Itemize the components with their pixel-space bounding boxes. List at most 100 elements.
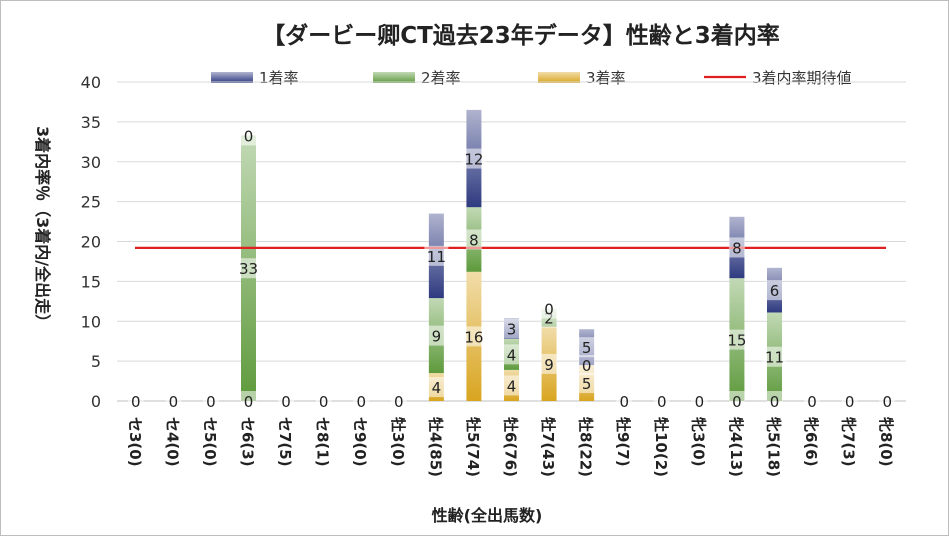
data-label-bg <box>315 391 332 411</box>
legend-label: 3着率 <box>586 69 626 87</box>
x-tick-label: セ3(0) <box>126 417 144 467</box>
data-label-bg <box>724 329 749 350</box>
x-tick-label: 牡9(7) <box>614 417 632 467</box>
data-label: 0 <box>206 393 216 411</box>
data-label-bg <box>240 391 257 411</box>
data-label: 0 <box>356 393 366 411</box>
data-label-bg <box>390 391 407 411</box>
data-label: 0 <box>582 357 592 375</box>
y-tick-label: 40 <box>81 73 101 92</box>
data-label: 33 <box>239 260 258 278</box>
data-label: 12 <box>464 151 483 169</box>
data-label: 0 <box>319 393 329 411</box>
data-label: 0 <box>807 393 817 411</box>
data-label: 15 <box>727 332 746 350</box>
y-tick-label: 10 <box>81 312 101 331</box>
data-label-bg <box>202 391 219 411</box>
data-label: 0 <box>394 393 404 411</box>
data-label: 4 <box>432 379 442 397</box>
data-label-bg <box>503 375 520 396</box>
data-label: 0 <box>244 127 254 145</box>
data-label: 0 <box>619 393 629 411</box>
data-label: 0 <box>732 393 742 411</box>
data-label: 4 <box>507 377 517 395</box>
x-tick-label: 牝3(0) <box>689 417 707 467</box>
x-axis-label: 性齢(全出馬数) <box>432 506 543 525</box>
data-label-bg <box>879 391 896 411</box>
data-label: 4 <box>507 346 517 364</box>
data-label-bg <box>841 391 858 411</box>
x-tick-label: 牝7(3) <box>840 417 858 467</box>
data-label-bg <box>804 391 821 411</box>
x-tick-label: 牡5(74) <box>464 417 482 477</box>
data-label-bg <box>691 391 708 411</box>
data-label: 0 <box>244 393 254 411</box>
x-tick-label: 牝4(13) <box>727 417 745 477</box>
data-label-bg <box>428 377 445 398</box>
data-label: 0 <box>657 393 667 411</box>
data-label: 0 <box>882 393 892 411</box>
x-tick-label: 牡6(76) <box>502 417 520 477</box>
data-label-bg <box>165 391 182 411</box>
data-label-bg <box>428 325 445 346</box>
data-label-bg <box>541 353 558 374</box>
x-tick-label: セ8(1) <box>314 417 332 467</box>
y-axis-ticks: 0 5 10 15 20 25 30 35 40 <box>81 73 101 411</box>
data-label: 11 <box>427 248 446 266</box>
data-label: 9 <box>544 356 554 374</box>
data-label-bg <box>461 148 486 169</box>
data-label-bg <box>578 337 595 358</box>
data-label-bg <box>541 298 558 319</box>
x-tick-label: 牝8(0) <box>877 417 895 467</box>
x-tick-label: 牝5(18) <box>765 417 783 477</box>
y-tick-label: 15 <box>81 272 101 291</box>
y-tick-label: 20 <box>81 233 101 252</box>
x-tick-label: セ6(3) <box>239 417 257 467</box>
x-tick-label: 牡8(22) <box>577 417 595 477</box>
legend-label: 3着内率期待値 <box>752 69 852 87</box>
data-label-bg <box>236 258 261 279</box>
x-tick-label: セ5(0) <box>201 417 219 467</box>
legend-swatch <box>538 72 580 83</box>
x-tick-label: 牝6(6) <box>802 417 820 467</box>
y-tick-label: 35 <box>81 113 101 132</box>
data-label: 9 <box>432 328 442 346</box>
data-label-bg <box>353 391 370 411</box>
data-label-bg <box>240 125 257 146</box>
data-label-bg <box>762 346 787 367</box>
data-label: 0 <box>770 393 780 411</box>
x-axis-ticks: セ3(0) セ4(0) セ5(0) セ6(3) セ7(5) セ8(1) セ9(0) 牡3(0)… <box>126 417 895 477</box>
legend-label: 2着率 <box>421 69 461 87</box>
data-label-bg <box>766 391 783 411</box>
data-label: 5 <box>582 375 592 393</box>
data-label: 5 <box>582 339 592 357</box>
x-tick-label: 牡7(43) <box>539 417 557 477</box>
data-label-bg <box>424 245 449 266</box>
y-tick-label: 0 <box>91 392 101 411</box>
x-tick-label: 牡4(85) <box>426 417 444 477</box>
data-label-bg <box>461 326 486 347</box>
data-label-bg <box>766 280 783 301</box>
data-label-bg <box>653 391 670 411</box>
data-label: 11 <box>765 349 784 367</box>
y-tick-label: 30 <box>81 153 101 172</box>
data-label-bg <box>503 344 520 365</box>
x-tick-label: セ9(0) <box>351 417 369 467</box>
data-label-bg <box>578 355 595 376</box>
data-label-bg <box>728 237 745 258</box>
data-label: 0 <box>695 393 705 411</box>
x-tick-label: 牡10(2) <box>652 417 670 477</box>
data-label: 0 <box>544 300 554 318</box>
data-label: 16 <box>464 328 483 346</box>
data-label-bg <box>616 391 633 411</box>
x-tick-label: セ4(0) <box>163 417 181 467</box>
data-label: 0 <box>169 393 179 411</box>
legend-swatch <box>211 72 253 83</box>
legend-label: 1着率 <box>259 69 299 87</box>
data-label-bg <box>503 318 520 339</box>
legend-swatch <box>373 72 415 83</box>
data-label: 6 <box>770 282 780 300</box>
